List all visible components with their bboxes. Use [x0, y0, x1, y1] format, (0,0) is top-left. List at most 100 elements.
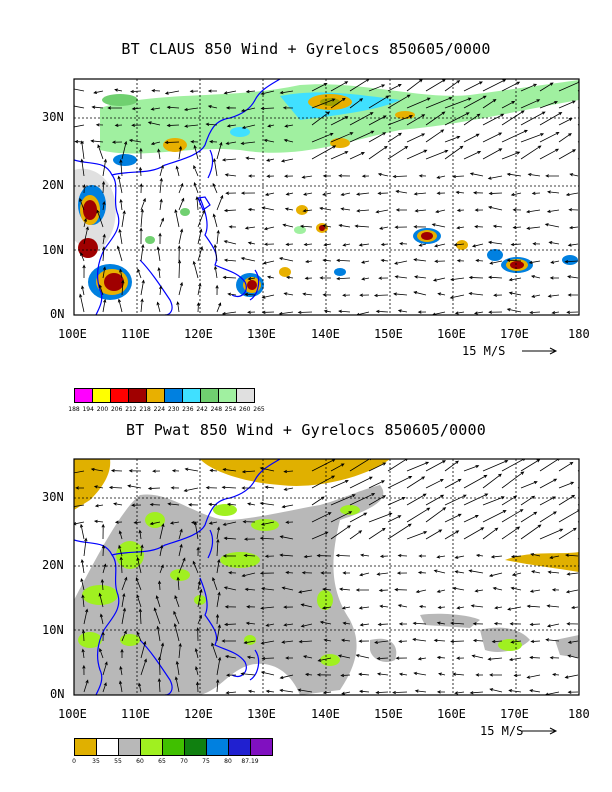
- wind-vector-icon: [317, 657, 332, 662]
- wind-vector-icon: [444, 478, 462, 489]
- wind-vector-icon: [225, 106, 237, 110]
- wind-vector-icon: [322, 224, 332, 228]
- wind-vector-icon: [368, 132, 387, 143]
- wind-vector-icon: [558, 509, 579, 523]
- wind-vector-icon: [164, 90, 180, 95]
- wind-vector-icon: [453, 243, 465, 247]
- wind-vector-icon: [549, 276, 560, 280]
- wind-vector-icon: [140, 208, 144, 228]
- wind-vector-icon: [508, 657, 522, 662]
- wind-vector-icon: [520, 83, 538, 92]
- wind-vector-icon: [387, 83, 402, 92]
- wind-vector-icon: [558, 80, 579, 92]
- wind-vector-icon: [323, 309, 332, 313]
- wind-vector-icon: [546, 209, 560, 214]
- wind-vector-icon: [221, 485, 237, 490]
- wind-vector-icon: [140, 640, 147, 659]
- wind-vector-icon: [282, 223, 294, 228]
- wind-vector-icon: [261, 294, 275, 299]
- wind-vector-icon: [436, 690, 446, 694]
- colorbar-tick-label: 60: [136, 758, 144, 765]
- wind-vector-icon: [413, 225, 427, 229]
- wind-vector-icon: [197, 246, 204, 262]
- wind-vector-icon: [135, 577, 142, 591]
- wind-vector-icon: [355, 654, 370, 659]
- wind-vector-icon: [224, 173, 237, 177]
- wind-vector-icon: [260, 606, 275, 610]
- wind-vector-icon: [387, 145, 409, 160]
- wind-vector-icon: [564, 674, 579, 679]
- wind-vector-icon: [472, 622, 484, 626]
- wind-vector-icon: [406, 133, 426, 143]
- wind-vector-icon: [322, 293, 332, 297]
- wind-vector-icon: [436, 555, 446, 559]
- wind-vector-icon: [393, 292, 408, 296]
- wind-vector-icon: [107, 106, 123, 110]
- wind-vector-icon: [178, 642, 182, 659]
- wind-vector-icon: [322, 192, 332, 196]
- wind-vector-icon: [425, 494, 445, 506]
- wind-vector-icon: [300, 623, 313, 628]
- wind-vector-icon: [463, 464, 480, 472]
- wind-vector-icon: [280, 158, 294, 163]
- map1-colorbar-swatch: [92, 388, 111, 403]
- map1-colorbar-swatch: [110, 388, 129, 403]
- wind-vector-icon: [83, 679, 89, 693]
- wind-vector-icon: [117, 175, 123, 194]
- wind-vector-icon: [213, 265, 218, 279]
- wind-vector-icon: [526, 226, 541, 230]
- wind-vector-icon: [378, 276, 389, 280]
- wind-vector-icon: [119, 268, 123, 279]
- wind-vector-icon: [349, 512, 368, 523]
- wind-vector-icon: [454, 570, 465, 574]
- wind-vector-icon: [157, 678, 161, 693]
- wind-vector-icon: [501, 151, 521, 160]
- map1-colorbar: [74, 388, 260, 408]
- wind-vector-icon: [520, 481, 538, 489]
- wind-vector-icon: [174, 208, 180, 228]
- wind-vector-icon: [221, 158, 237, 162]
- wind-vector-icon: [205, 122, 218, 126]
- wind-vector-icon: [444, 97, 472, 109]
- map2-coastlines: [74, 459, 281, 695]
- wind-vector-icon: [387, 515, 402, 523]
- wind-vector-icon: [298, 589, 313, 594]
- wind-vector-icon: [539, 112, 563, 126]
- wind-vector-icon: [102, 266, 107, 279]
- wind-vector-icon: [539, 496, 556, 506]
- wind-vector-icon: [80, 558, 85, 574]
- wind-vector-icon: [425, 129, 445, 143]
- wind-vector-icon: [100, 578, 105, 591]
- wind-vector-icon: [159, 285, 163, 296]
- wind-vector-icon: [279, 674, 294, 680]
- wind-vector-icon: [304, 276, 313, 280]
- wind-vector-icon: [577, 106, 579, 109]
- map1-lon-label: 100E: [58, 327, 87, 341]
- wind-vector-icon: [454, 691, 465, 695]
- wind-vector-icon: [340, 673, 351, 678]
- wind-vector-icon: [487, 657, 503, 661]
- wind-vector-icon: [259, 536, 275, 541]
- wind-vector-icon: [322, 258, 332, 263]
- wind-vector-icon: [342, 243, 351, 247]
- wind-vector-icon: [434, 259, 446, 263]
- colorbar-tick-label: 65: [158, 758, 166, 765]
- wind-vector-icon: [488, 572, 503, 578]
- wind-vector-icon: [259, 571, 275, 575]
- wind-vector-icon: [136, 631, 142, 642]
- wind-vector-icon: [527, 173, 541, 177]
- wind-vector-icon: [558, 133, 572, 143]
- map2-lon-label: 120E: [184, 707, 213, 721]
- wind-vector-icon: [493, 293, 503, 297]
- wind-vector-icon: [488, 191, 503, 196]
- map2-wind-vectors: [74, 459, 579, 695]
- wind-vector-icon: [215, 613, 220, 625]
- wind-vector-icon: [74, 124, 85, 128]
- wind-vector-icon: [508, 291, 522, 296]
- wind-vector-icon: [501, 495, 518, 506]
- wind-vector-icon: [208, 502, 218, 507]
- wind-vector-icon: [83, 217, 87, 228]
- wind-vector-icon: [184, 467, 199, 472]
- wind-vector-icon: [184, 124, 199, 128]
- wind-vector-icon: [121, 140, 128, 160]
